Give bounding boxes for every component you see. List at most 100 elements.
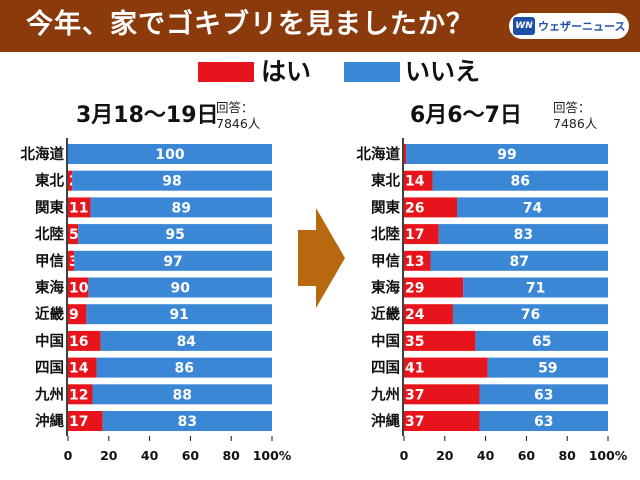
bar-no bbox=[88, 277, 273, 298]
category-label: 関東 bbox=[35, 198, 64, 216]
category-label: 四国 bbox=[371, 360, 400, 377]
legend-label-no: いいえ bbox=[405, 57, 481, 86]
bar-no-label: 65 bbox=[532, 334, 551, 350]
bar-no-label: 84 bbox=[177, 334, 197, 350]
bar-yes-label: 14 bbox=[69, 361, 89, 377]
bar-no bbox=[92, 384, 272, 405]
bar-yes bbox=[68, 224, 79, 245]
bar-no bbox=[96, 357, 272, 378]
bar-yes bbox=[404, 197, 458, 218]
category-label: 北海道 bbox=[21, 145, 65, 163]
category-label: 北陸 bbox=[35, 225, 64, 243]
x-tick-label: 40 bbox=[477, 448, 495, 463]
chart-1-respondents: 7846人 bbox=[216, 116, 261, 131]
bar-yes bbox=[404, 304, 453, 325]
bar-no-label: 90 bbox=[170, 281, 190, 297]
x-tick-label: 100% bbox=[253, 448, 292, 463]
category-label: 九州 bbox=[370, 385, 400, 403]
logo-text: ウェザーニュース bbox=[538, 20, 626, 33]
bar-yes-label: 41 bbox=[405, 361, 424, 377]
bar-yes bbox=[404, 144, 407, 164]
x-tick-label: 80 bbox=[558, 448, 576, 463]
category-label: 近畿 bbox=[371, 305, 400, 323]
bar-no-label: 87 bbox=[510, 254, 529, 270]
chart-2-title: 6月6〜7日 bbox=[410, 103, 522, 128]
category-label: 九州 bbox=[34, 385, 64, 403]
x-tick-label: 80 bbox=[222, 448, 240, 463]
legend-swatch-yes bbox=[198, 62, 254, 82]
chart-2-respondents-label: 回答： bbox=[553, 100, 591, 115]
bar-yes bbox=[404, 384, 480, 405]
bar-no bbox=[457, 197, 608, 218]
x-tick-label: 100% bbox=[589, 448, 628, 463]
x-tick-label: 20 bbox=[100, 448, 118, 463]
bar-no bbox=[72, 170, 272, 191]
bar-yes-label: 29 bbox=[405, 281, 424, 297]
bar-yes bbox=[404, 224, 439, 245]
bar-no-label: 86 bbox=[511, 174, 530, 190]
category-label: 四国 bbox=[35, 360, 64, 377]
bar-no-label: 89 bbox=[171, 200, 190, 216]
bar-yes-label: 14 bbox=[405, 174, 425, 190]
bar-yes-label: 13 bbox=[405, 254, 424, 270]
category-label: 北陸 bbox=[371, 225, 400, 243]
bar-no-label: 76 bbox=[521, 307, 540, 323]
bar-yes bbox=[68, 197, 91, 218]
x-tick-label: 20 bbox=[436, 448, 454, 463]
bar-yes bbox=[68, 170, 73, 191]
category-label: 甲信 bbox=[371, 252, 400, 270]
bar-yes bbox=[68, 330, 101, 351]
logo-mark: WN bbox=[513, 17, 535, 35]
chart-1-title: 3月18〜19日 bbox=[76, 103, 219, 128]
bar-no bbox=[102, 411, 273, 431]
x-tick-label: 60 bbox=[518, 448, 536, 463]
bar-no bbox=[432, 170, 608, 191]
x-tick-label: 0 bbox=[400, 448, 409, 463]
category-label: 近畿 bbox=[35, 305, 64, 323]
bar-yes bbox=[68, 357, 97, 378]
category-label: 中国 bbox=[35, 332, 64, 350]
bar-no bbox=[74, 250, 273, 271]
bar-yes-label: 3 bbox=[69, 254, 79, 270]
category-label: 東北 bbox=[35, 172, 64, 190]
bar-yes bbox=[404, 250, 431, 271]
legend-swatch-no bbox=[344, 62, 400, 82]
bar-no bbox=[479, 411, 608, 431]
bar-yes bbox=[404, 170, 433, 191]
bar-no-label: 83 bbox=[178, 414, 197, 430]
category-label: 北海道 bbox=[357, 145, 401, 163]
bar-no bbox=[452, 304, 608, 325]
category-label: 関東 bbox=[371, 198, 400, 216]
bar-yes bbox=[68, 304, 87, 325]
bar-no-label: 97 bbox=[163, 254, 182, 270]
category-label: 東北 bbox=[371, 172, 400, 190]
bar-yes bbox=[404, 330, 476, 351]
bar-no-label: 63 bbox=[534, 414, 553, 430]
bar-no bbox=[90, 197, 272, 218]
x-tick-label: 40 bbox=[141, 448, 159, 463]
bar-yes-label: 17 bbox=[405, 227, 424, 243]
bar-no-label: 74 bbox=[523, 200, 543, 216]
bar-no-label: 91 bbox=[169, 307, 188, 323]
bar-yes-label: 24 bbox=[405, 307, 425, 323]
bar-no bbox=[100, 330, 272, 351]
legend-label-yes: はい bbox=[261, 57, 312, 86]
x-tick-label: 0 bbox=[64, 448, 73, 463]
bar-no-label: 88 bbox=[172, 387, 191, 403]
bar-no-label: 95 bbox=[165, 227, 184, 243]
chart-2-respondents: 7486人 bbox=[553, 116, 598, 131]
bar-yes bbox=[404, 411, 480, 431]
bar-yes-label: 11 bbox=[69, 200, 88, 216]
bar-yes bbox=[68, 277, 89, 298]
bar-yes-label: 37 bbox=[405, 387, 424, 403]
arrow-shape bbox=[298, 208, 345, 308]
bar-no-label: 59 bbox=[538, 361, 557, 377]
bar-no bbox=[487, 357, 608, 378]
bar-no-label: 71 bbox=[526, 281, 545, 297]
category-label: 甲信 bbox=[35, 252, 64, 270]
bar-no bbox=[430, 250, 608, 271]
bar-no bbox=[86, 304, 272, 325]
bar-yes bbox=[68, 250, 75, 271]
bar-no bbox=[479, 384, 608, 405]
bar-no bbox=[463, 277, 608, 298]
